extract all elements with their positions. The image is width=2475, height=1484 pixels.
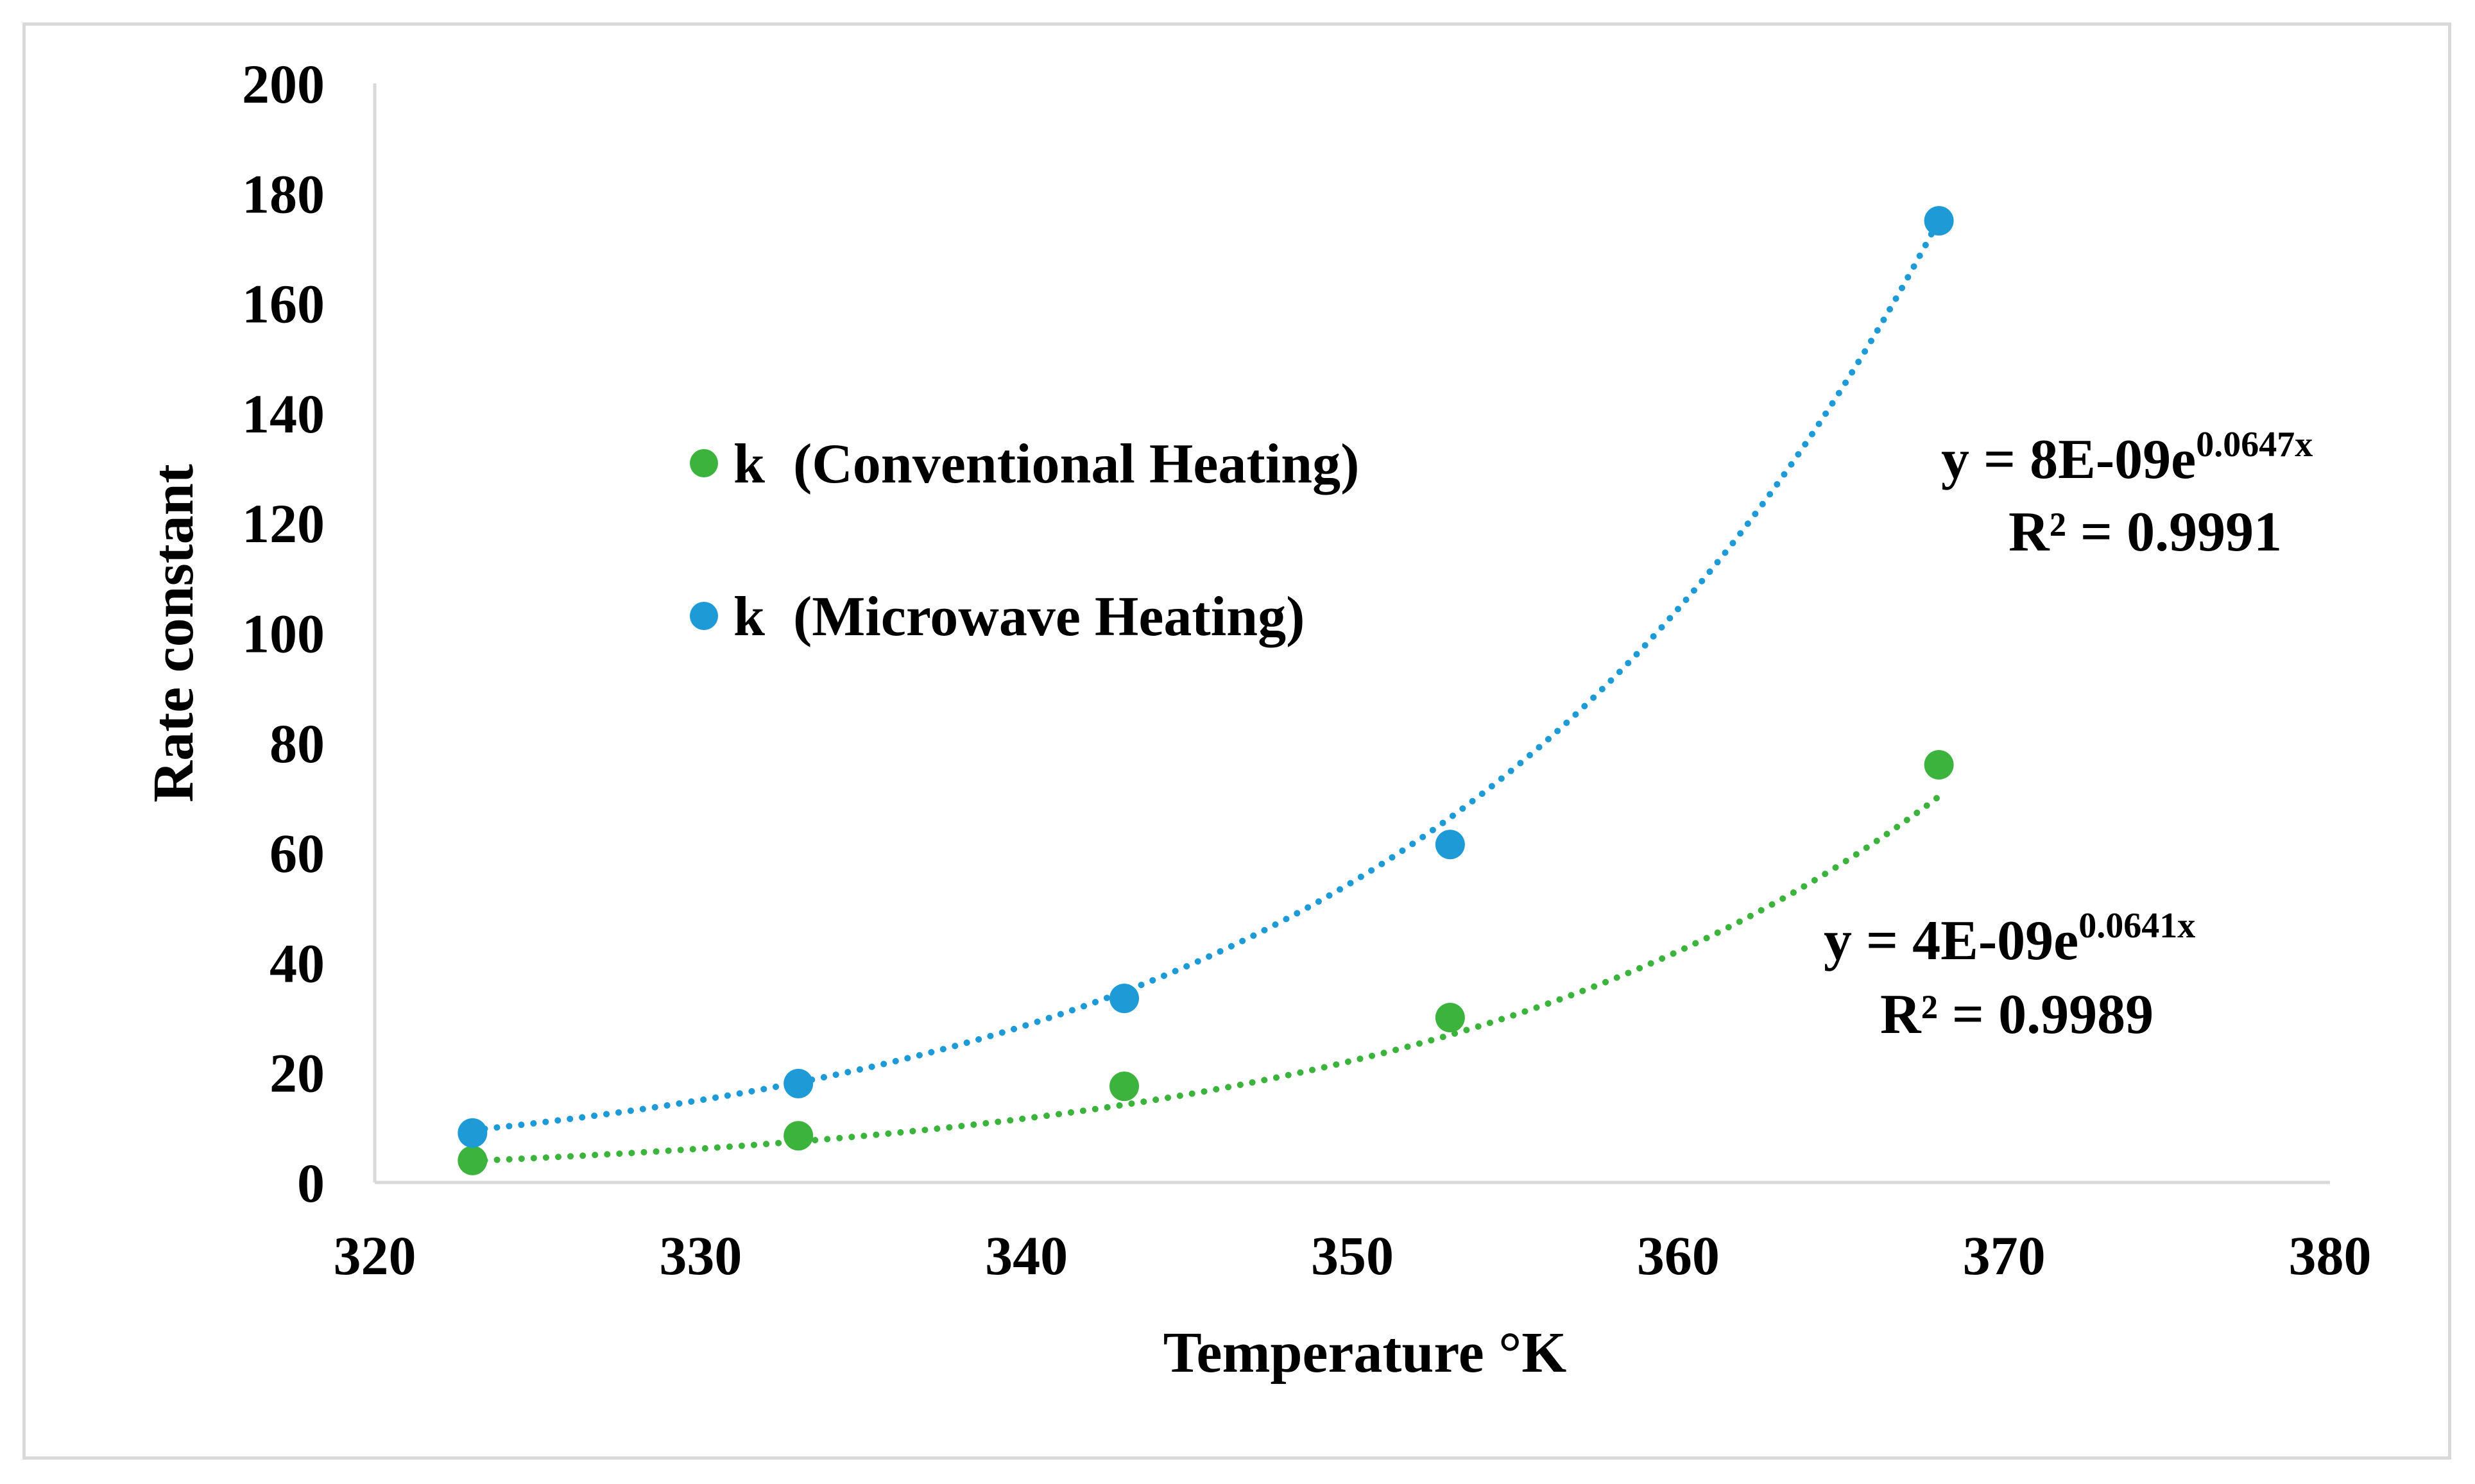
chart-frame — [22, 22, 2451, 1460]
legend: k (Conventional Heating) k (Microwave He… — [690, 433, 1359, 648]
y-tick-label: 140 — [242, 383, 325, 445]
trendline-equation-conventional: y = 4E-09e0.0641x R² = 0.9989 — [1824, 906, 2195, 1046]
equation-conventional-prefix: y = 4E-09e — [1824, 910, 2078, 972]
legend-marker-microwave — [690, 602, 718, 630]
x-tick-label: 350 — [1311, 1225, 1394, 1286]
trendline-series-0 — [469, 793, 1942, 1164]
trendline-series-1 — [469, 216, 1942, 1134]
r-squared-conventional: R² = 0.9989 — [1880, 984, 2154, 1046]
x-axis-title: Temperature °K — [1163, 1321, 1566, 1385]
equation-microwave: y = 8E-09e0.0647x — [1941, 425, 2313, 491]
legend-marker-conventional — [690, 449, 718, 477]
equation-microwave-prefix: y = 8E-09e — [1941, 429, 2196, 491]
axes — [373, 83, 2330, 1184]
trendlines — [469, 216, 1942, 1164]
legend-item-conventional: k (Conventional Heating) — [690, 433, 1359, 495]
equation-conventional-exponent: 0.0641x — [2078, 906, 2195, 946]
data-point-series-1 — [1924, 206, 1954, 236]
data-point-series-1 — [458, 1118, 488, 1148]
x-tick-label: 370 — [1963, 1225, 2046, 1286]
x-tick-label: 360 — [1637, 1225, 1720, 1286]
y-tick-label: 120 — [242, 493, 325, 554]
data-point-series-0 — [1109, 1071, 1140, 1102]
data-points — [458, 206, 1954, 1175]
y-axis-title: Rate constant — [142, 464, 205, 802]
data-point-series-0 — [784, 1121, 814, 1151]
x-tick-label: 330 — [659, 1225, 742, 1286]
r-squared-microwave: R² = 0.9991 — [2008, 501, 2282, 563]
legend-label-conventional: k (Conventional Heating) — [733, 433, 1359, 495]
y-tick-label: 200 — [242, 53, 325, 115]
y-tick-label: 100 — [242, 603, 325, 665]
data-point-series-0 — [458, 1145, 488, 1175]
data-point-series-0 — [1924, 750, 1954, 780]
data-point-series-1 — [1435, 830, 1465, 860]
y-tick-label: 0 — [297, 1152, 325, 1214]
data-point-series-1 — [784, 1068, 814, 1098]
equation-conventional: y = 4E-09e0.0641x — [1824, 906, 2195, 972]
y-tick-label: 60 — [270, 823, 325, 884]
equation-microwave-exponent: 0.0647x — [2196, 425, 2313, 465]
tick-labels: 0 20 40 60 80 100 120 140 160 180 200 320 330 340 350 3… — [242, 53, 2372, 1286]
x-tick-label: 320 — [334, 1225, 416, 1286]
y-tick-label: 180 — [242, 163, 325, 225]
y-tick-label: 80 — [270, 713, 325, 774]
legend-item-microwave: k (Microwave Heating) — [690, 586, 1305, 648]
x-tick-label: 380 — [2289, 1225, 2372, 1286]
y-tick-label: 20 — [270, 1043, 325, 1104]
data-point-series-1 — [1109, 984, 1140, 1014]
data-point-series-0 — [1435, 1003, 1465, 1033]
legend-label-microwave: k (Microwave Heating) — [733, 586, 1305, 648]
x-tick-label: 340 — [985, 1225, 1068, 1286]
trendline-equation-microwave: y = 8E-09e0.0647x R² = 0.9991 — [1941, 425, 2313, 563]
y-tick-label: 40 — [270, 932, 325, 994]
y-tick-label: 160 — [242, 273, 325, 335]
